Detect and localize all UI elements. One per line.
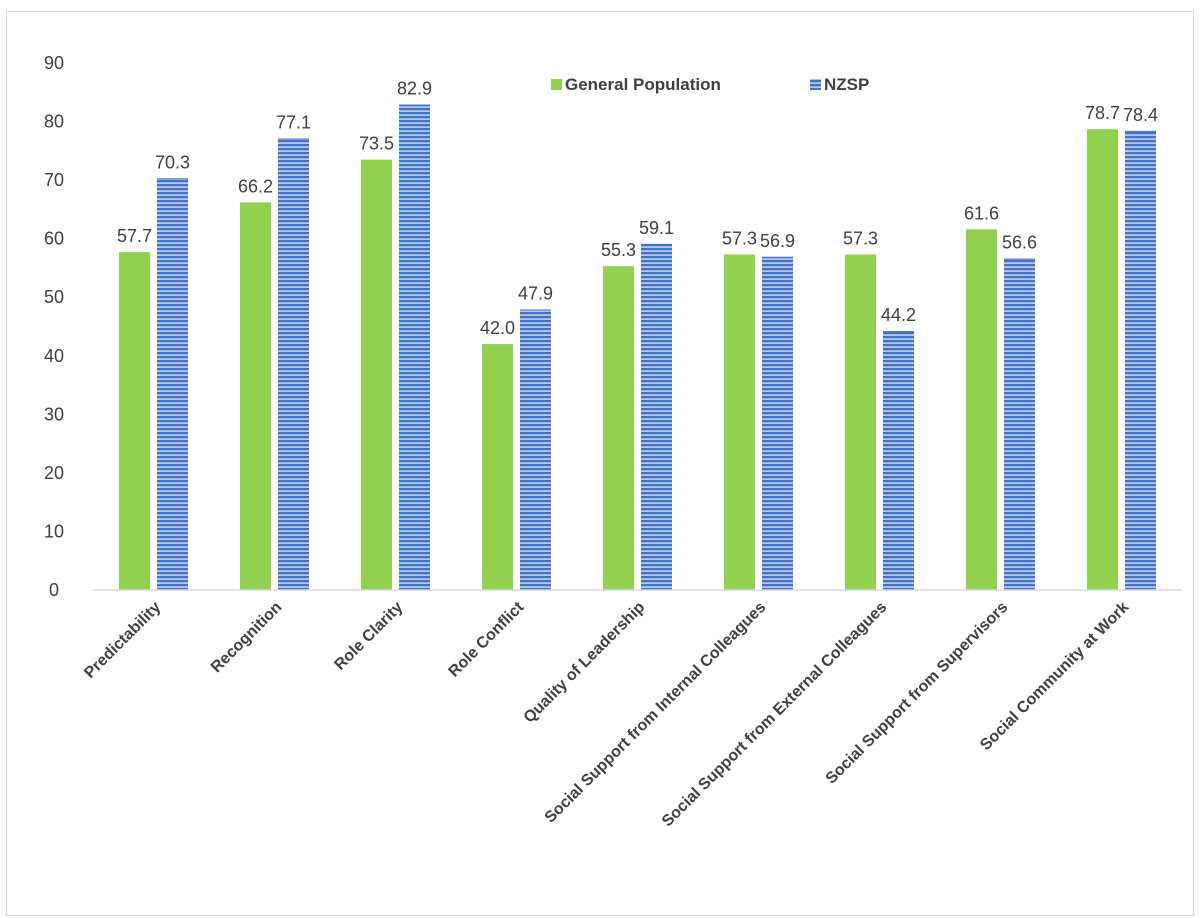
bar-general-population <box>603 266 634 590</box>
data-label: 57.7 <box>117 226 152 246</box>
legend-label: General Population <box>565 75 721 94</box>
bar-nzsp <box>1125 130 1156 590</box>
bar-chart: 0 10 20 30 40 50 60 70 80 90 57.7 70.3 66.2 77.1 73.5… <box>44 53 1182 831</box>
bar-nzsp <box>883 331 914 590</box>
x-axis: Predictability Recognition Role Clarity Rol… <box>81 589 1182 831</box>
x-category-label: Role Conflict <box>446 598 528 680</box>
bar-nzsp <box>762 256 793 590</box>
bar-nzsp <box>641 243 672 591</box>
y-tick-label: 0 <box>49 580 59 600</box>
bar-general-population <box>361 159 392 590</box>
x-category-label: Quality of Leadership <box>521 599 649 727</box>
x-category-label: Recognition <box>208 599 285 676</box>
data-label: 55.3 <box>601 240 636 260</box>
y-tick-label: 30 <box>44 404 64 424</box>
bar-nzsp <box>278 138 309 590</box>
legend-swatch-nzsp <box>810 79 821 90</box>
data-label: 42.0 <box>480 318 515 338</box>
y-tick-label: 10 <box>44 521 64 541</box>
data-label: 56.9 <box>760 231 795 251</box>
data-label: 78.7 <box>1085 103 1120 123</box>
data-label: 59.1 <box>639 218 674 238</box>
y-tick-label: 50 <box>44 287 64 307</box>
y-tick-label: 70 <box>44 170 64 190</box>
bars <box>119 104 1156 591</box>
data-label: 82.9 <box>397 79 432 99</box>
bar-nzsp <box>157 178 188 591</box>
y-tick-label: 20 <box>44 463 64 483</box>
bar-nzsp <box>399 104 430 590</box>
bar-nzsp <box>1004 258 1035 590</box>
legend: General Population NZSP <box>551 75 869 94</box>
data-labels: 57.7 70.3 66.2 77.1 73.5 82.9 42.047.9 55.359.1… <box>117 79 1158 338</box>
data-label: 78.4 <box>1123 105 1158 125</box>
data-label: 61.6 <box>964 203 999 223</box>
bar-nzsp <box>520 309 551 590</box>
y-tick-label: 60 <box>44 229 64 249</box>
bar-general-population <box>966 229 997 590</box>
bar-general-population <box>1087 129 1118 590</box>
data-label: 57.3 <box>843 228 878 248</box>
legend-label: NZSP <box>824 75 869 94</box>
chart-frame: 0 10 20 30 40 50 60 70 80 90 57.7 70.3 66.2 77.1 73.5… <box>6 11 1194 916</box>
data-label: 66.2 <box>238 176 273 196</box>
x-category-label: Role Clarity <box>331 599 406 674</box>
data-label: 77.1 <box>276 113 311 133</box>
bar-general-population <box>724 254 755 590</box>
y-axis: 0 10 20 30 40 50 60 70 80 90 <box>44 53 64 600</box>
legend-swatch-general-population <box>551 79 562 90</box>
data-label: 44.2 <box>881 305 916 325</box>
data-label: 73.5 <box>359 134 394 154</box>
data-label: 57.3 <box>722 228 757 248</box>
x-category-label: Social Community at Work <box>977 599 1132 754</box>
x-category-label: Social Support from Internal Colleagues <box>542 599 770 827</box>
data-label: 70.3 <box>155 152 190 172</box>
bar-general-population <box>482 344 513 590</box>
bar-general-population <box>240 202 271 590</box>
y-tick-label: 90 <box>44 53 64 73</box>
bar-general-population <box>119 252 150 590</box>
data-label: 47.9 <box>518 284 553 304</box>
y-tick-label: 80 <box>44 112 64 132</box>
bar-general-population <box>845 254 876 590</box>
x-category-label: Predictability <box>81 599 164 682</box>
y-tick-label: 40 <box>44 346 64 366</box>
x-category-label: Social Support from External Colleagues <box>659 599 891 831</box>
data-label: 56.6 <box>1002 233 1037 253</box>
